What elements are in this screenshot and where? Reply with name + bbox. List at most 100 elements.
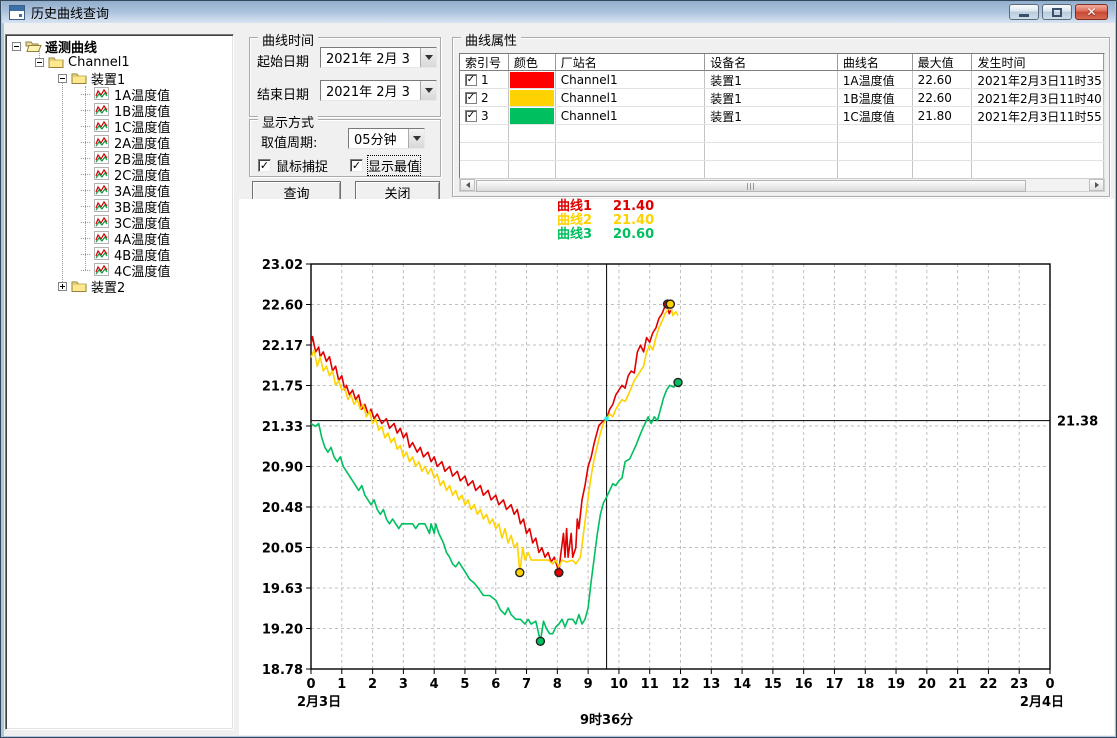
table-cell	[913, 143, 973, 160]
collapse-minus-icon[interactable]	[58, 73, 67, 83]
table-empty-row	[460, 125, 1104, 143]
tree-item-遥测曲线[interactable]: 遥测曲线	[6, 38, 233, 56]
tree-item-3B温度值[interactable]: 3B温度值	[6, 198, 233, 216]
table-cell	[556, 161, 706, 178]
legend-name: 曲线2	[557, 213, 593, 228]
row-checkbox-cell[interactable]: ✓ 1	[460, 71, 509, 88]
column-header[interactable]: 发生时间	[972, 54, 1104, 70]
curve-icon	[94, 231, 110, 245]
table-cell: 1A温度值	[838, 71, 913, 88]
show-extremes-checkbox[interactable]: ✓ 显示最值	[350, 155, 422, 176]
y-tick-label: 18.78	[262, 663, 303, 678]
minimize-button[interactable]	[1009, 4, 1039, 20]
dropdown-arrow-icon[interactable]	[420, 48, 436, 67]
tree-item-label: 2B温度值	[114, 152, 171, 168]
dropdown-arrow-icon[interactable]	[408, 129, 424, 148]
table-cell	[838, 143, 913, 160]
row-checkbox-cell[interactable]: ✓ 2	[460, 89, 509, 106]
tree-item-4C温度值[interactable]: 4C温度值	[6, 262, 233, 280]
tree-item-label: 1A温度值	[114, 88, 171, 104]
tree-item-4B温度值[interactable]: 4B温度值	[6, 246, 233, 264]
curve-props-table: 索引号 颜色 厂站名 设备名 曲线名 最大值 发生时间 ✓ 1 Channel1 装置1 1A温度值 2…	[459, 53, 1105, 180]
tree-item-label: 2C温度值	[114, 168, 171, 184]
x-tick-label: 0	[1045, 677, 1054, 692]
color-cell	[509, 89, 556, 106]
legend-value: 21.40	[613, 213, 655, 228]
column-header[interactable]: 最大值	[913, 54, 973, 70]
row-checkbox[interactable]: ✓	[465, 110, 477, 122]
dropdown-arrow-icon[interactable]	[420, 81, 436, 100]
window-title: 历史曲线查询	[31, 6, 110, 22]
table-cell: 1B温度值	[838, 89, 913, 106]
row-checkbox[interactable]: ✓	[465, 74, 477, 86]
table-row[interactable]: ✓ 3 Channel1 装置1 1C温度值 21.80 2021年2月3日11时55	[460, 107, 1104, 125]
table-cell	[460, 161, 509, 178]
table-row[interactable]: ✓ 2 Channel1 装置1 1B温度值 22.60 2021年2月3日11时40	[460, 89, 1104, 107]
legend-name: 曲线3	[557, 227, 593, 242]
sample-period-combo[interactable]: 05分钟	[348, 128, 425, 149]
tree-item-Channel1[interactable]: Channel1	[6, 54, 233, 70]
curve-icon	[94, 247, 110, 261]
column-header[interactable]: 颜色	[509, 54, 556, 70]
mouse-capture-checkbox[interactable]: ✓ 鼠标捕捉	[258, 156, 328, 175]
expand-plus-icon[interactable]	[58, 281, 67, 291]
row-checkbox-cell[interactable]: ✓ 3	[460, 107, 509, 124]
close-button[interactable]: ✕	[1075, 4, 1108, 20]
tree-item-装置1[interactable]: 装置1	[6, 70, 233, 88]
scrollbar-thumb[interactable]	[476, 180, 1026, 192]
tree-item-label: 3C温度值	[114, 216, 171, 232]
curve-color-swatch	[509, 107, 554, 124]
table-cell	[556, 125, 706, 142]
row-checkbox[interactable]: ✓	[465, 92, 477, 104]
maximize-button[interactable]	[1042, 4, 1072, 20]
minimize-icon	[1019, 13, 1029, 17]
start-date-label: 起始日期	[257, 55, 310, 70]
scroll-left-button[interactable]	[460, 179, 475, 191]
tree-item-1B温度值[interactable]: 1B温度值	[6, 102, 233, 120]
curve-time-group: 曲线时间 起始日期 2021年 2月 3 结束日期 2021年 2月 3	[249, 30, 441, 117]
history-curve-chart[interactable]: 23.02 22.60 22.17 21.75 21.33 20.90 20.48 20.05…	[239, 199, 1114, 735]
column-header[interactable]: 索引号	[460, 54, 509, 70]
tree-item-3A温度值[interactable]: 3A温度值	[6, 182, 233, 200]
x-tick-label: 9	[584, 677, 593, 692]
tree-item-1A温度值[interactable]: 1A温度值	[6, 86, 233, 104]
column-header[interactable]: 设备名	[705, 54, 838, 70]
tree-item-2B温度值[interactable]: 2B温度值	[6, 150, 233, 168]
column-header[interactable]: 厂站名	[556, 54, 706, 70]
display-mode-group: 显示方式 取值周期: 05分钟 ✓ 鼠标捕捉 ✓ 显示最值	[249, 112, 441, 177]
collapse-minus-icon[interactable]	[35, 57, 44, 67]
curve-icon	[94, 215, 110, 229]
start-date-label: 2月3日	[297, 695, 341, 710]
tree-item-2C温度值[interactable]: 2C温度值	[6, 166, 233, 184]
curve-icon	[94, 199, 110, 213]
start-date-combo[interactable]: 2021年 2月 3	[320, 47, 437, 68]
tree-item-1C温度值[interactable]: 1C温度值	[6, 118, 233, 136]
tree-item-3C温度值[interactable]: 3C温度值	[6, 214, 233, 232]
curve-tree: 遥测曲线 Channel1 装置1 1A温度值 1B温度值 1C温度值 2A温度值 2B温度值…	[5, 34, 234, 730]
scroll-right-button[interactable]	[1089, 179, 1104, 191]
table-hscrollbar[interactable]	[459, 178, 1105, 192]
scroll-right-icon	[1094, 182, 1099, 188]
curve-icon	[94, 151, 110, 165]
end-date-combo[interactable]: 2021年 2月 3	[320, 80, 437, 101]
min-marker-曲线2	[515, 567, 525, 578]
collapse-minus-icon[interactable]	[12, 41, 21, 51]
checkbox-check-icon: ✓	[258, 159, 271, 172]
start-date-value: 2021年 2月 3	[326, 52, 410, 67]
color-cell	[509, 107, 556, 124]
column-header[interactable]: 曲线名	[838, 54, 913, 70]
tree-guide	[85, 86, 86, 270]
tree-connector	[81, 269, 90, 271]
close-dialog-button[interactable]: 关闭	[355, 181, 440, 203]
x-tick-label: 23	[1010, 677, 1028, 692]
window-content: 遥测曲线 Channel1 装置1 1A温度值 1B温度值 1C温度值 2A温度值 2B温度值…	[4, 23, 1115, 736]
curve-icon	[94, 263, 110, 277]
title-bar[interactable]: 历史曲线查询 ✕	[2, 1, 1115, 23]
tree-item-装置2[interactable]: 装置2	[6, 278, 233, 296]
curve-time-group-title: 曲线时间	[258, 30, 319, 49]
tree-item-label: 4B温度值	[114, 248, 171, 264]
table-row[interactable]: ✓ 1 Channel1 装置1 1A温度值 22.60 2021年2月3日11时35	[460, 71, 1104, 89]
tree-item-4A温度值[interactable]: 4A温度值	[6, 230, 233, 248]
tree-item-label: 1C温度值	[114, 120, 171, 136]
